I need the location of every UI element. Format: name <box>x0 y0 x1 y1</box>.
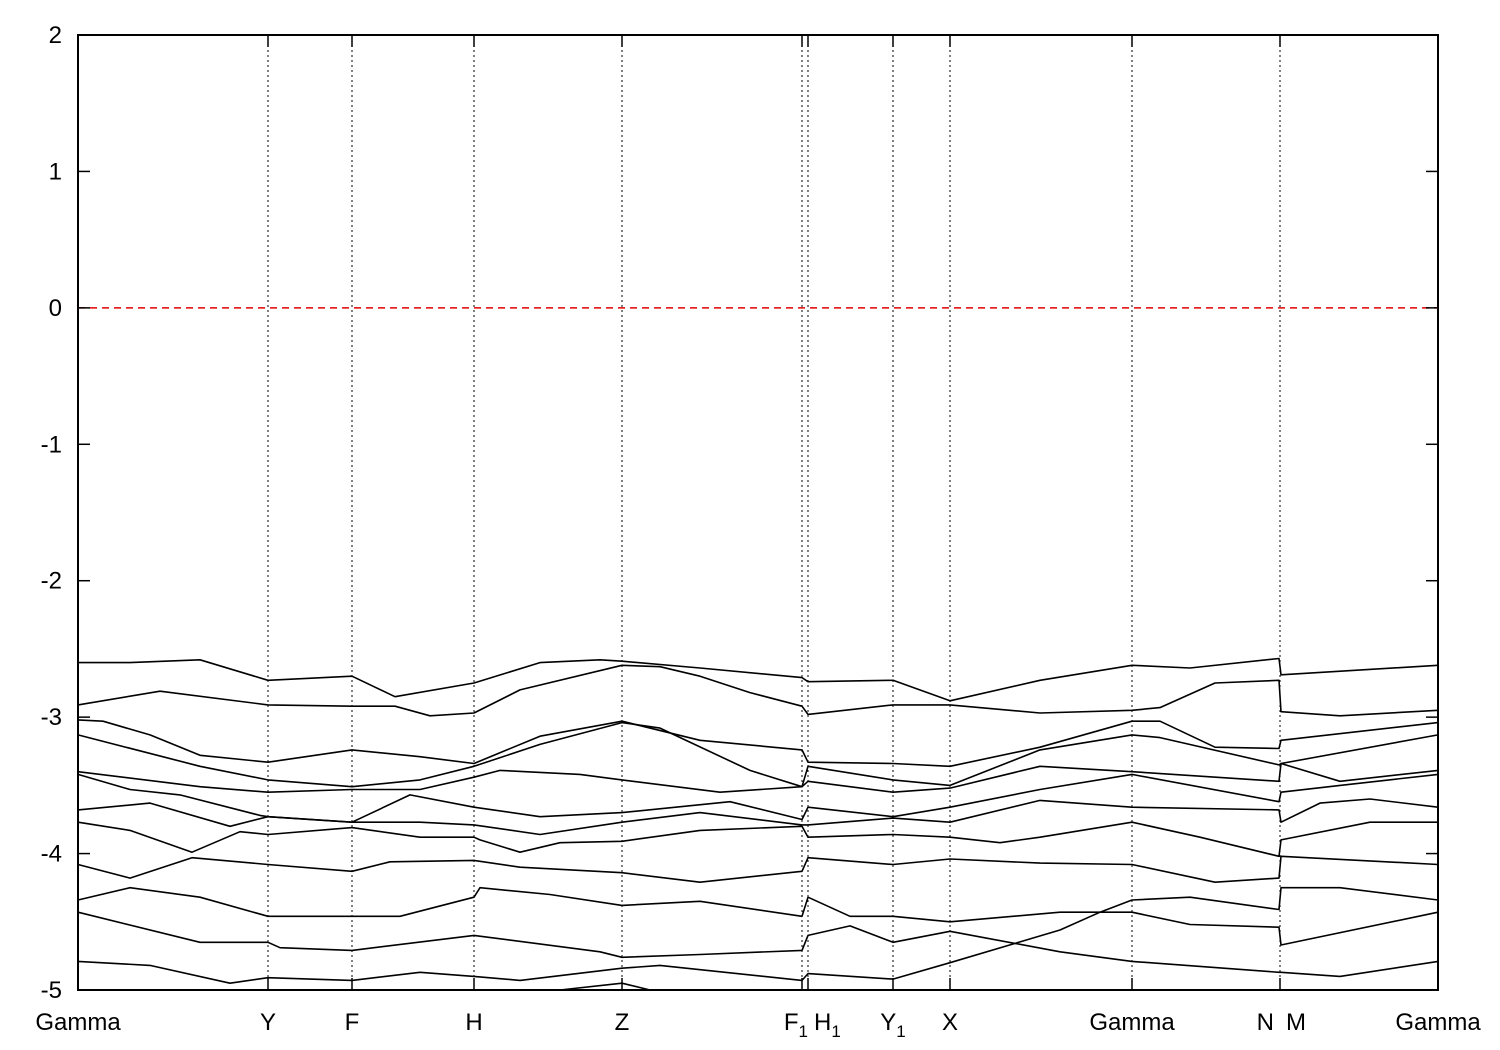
x-tick-label: Y <box>260 1009 276 1036</box>
band-line-2 <box>77 664 1439 717</box>
x-tick-label: F1 <box>784 1009 808 1041</box>
y-tick-label: -3 <box>41 704 62 731</box>
y-tick-label: -1 <box>41 431 62 458</box>
x-axis: Gamma Y F H Z F1 H1 Y1 X Gamma N M Gamma <box>35 35 1481 1041</box>
band-line-9 <box>77 855 1439 884</box>
y-tick-label: 2 <box>49 22 62 49</box>
band-line-6 <box>77 773 1439 824</box>
y-tick-label: -5 <box>41 977 62 1004</box>
band-line-1 <box>78 657 1439 702</box>
x-tick-label: Gamma <box>35 1009 121 1036</box>
y-tick-label: 1 <box>49 158 62 185</box>
band-line-3 <box>77 719 1439 768</box>
band-line-7 <box>77 798 1439 836</box>
y-tick-label: 0 <box>49 295 62 322</box>
plot-frame <box>77 34 1439 991</box>
y-tick-label: -2 <box>41 568 62 595</box>
band-line-4 <box>77 721 1439 788</box>
bands <box>77 657 1439 991</box>
band-line-11 <box>77 911 1439 978</box>
y-axis: -5 -4 -3 -2 -1 0 1 2 <box>41 22 1438 1004</box>
x-tick-label: F <box>345 1009 360 1036</box>
kpoint-gridlines <box>267 35 1281 990</box>
x-tick-label: Y1 <box>880 1009 905 1041</box>
band-line-13 <box>559 982 651 991</box>
band-line-12 <box>77 886 1439 985</box>
x-tick-label: H1 <box>814 1009 841 1041</box>
x-tick-label: Gamma <box>1089 1009 1175 1036</box>
band-line-5 <box>77 762 1439 794</box>
x-tick-label: H <box>465 1009 482 1036</box>
x-tick-label: M <box>1286 1009 1306 1036</box>
x-tick-label: Gamma <box>1395 1009 1481 1036</box>
x-tick-label: Z <box>615 1009 630 1036</box>
y-tick-label: -4 <box>41 841 62 868</box>
band-line-10 <box>77 886 1439 946</box>
band-line-8 <box>77 821 1438 858</box>
x-tick-label: X <box>942 1009 958 1036</box>
x-tick-label: N <box>1257 1009 1274 1036</box>
